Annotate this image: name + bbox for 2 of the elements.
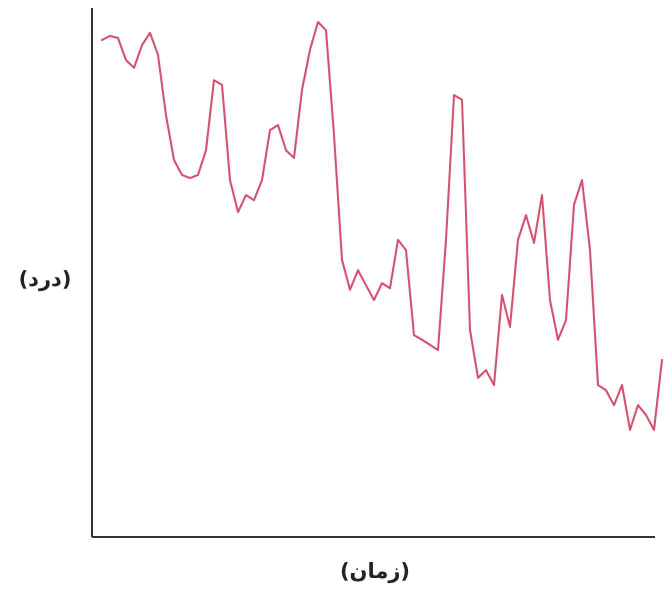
x-axis-title: (زمان) <box>340 559 410 584</box>
y-axis-title: (درد) <box>18 267 72 292</box>
